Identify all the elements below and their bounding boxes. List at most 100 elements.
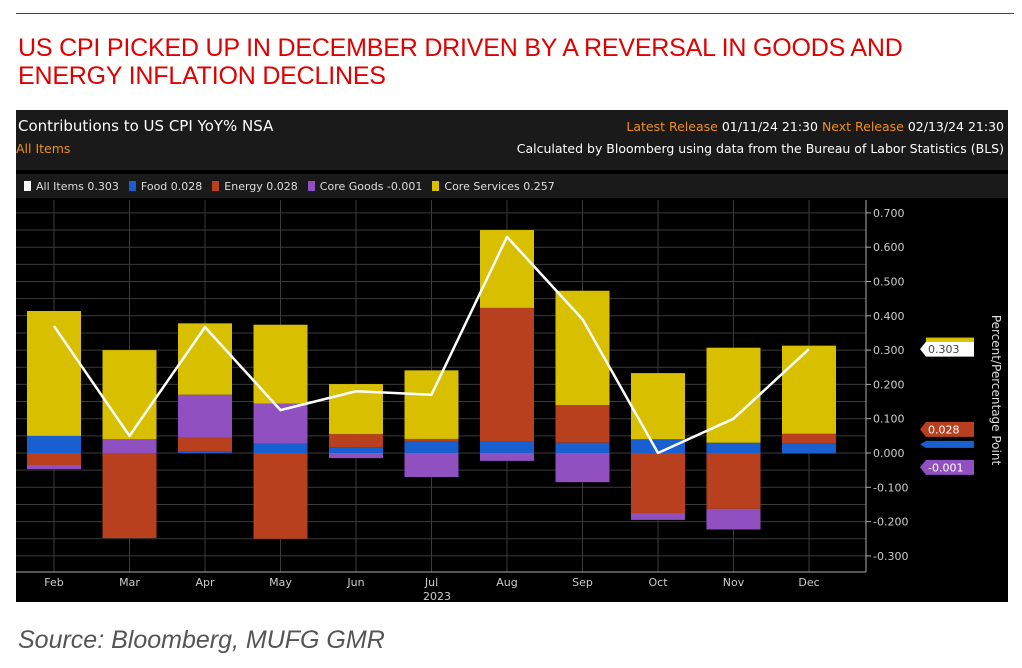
bar-energy — [706, 453, 761, 509]
bar-core-goods — [631, 513, 685, 520]
next-release-label: Next Release — [821, 119, 904, 134]
core-services-tag — [926, 337, 974, 342]
legend-label: Food 0.028 — [140, 179, 203, 193]
legend-item-core-goods: Core Goods -0.001 — [307, 179, 423, 193]
chart-subtitle: All Items — [16, 141, 71, 156]
last-value-tag — [920, 421, 974, 437]
legend-swatch — [128, 181, 136, 191]
legend-swatch — [24, 181, 31, 191]
y-tick-label: -0.100 — [873, 481, 908, 494]
y-tick-label: -0.300 — [873, 550, 908, 563]
bar-food — [178, 451, 232, 453]
bar-food — [480, 440, 534, 453]
y-tick-label: 0.600 — [873, 241, 905, 254]
legend: All Items 0.303 Food 0.028 Energy 0.028 … — [16, 174, 1008, 198]
bar-core-goods — [404, 453, 459, 478]
y-axis-label: Percent/Percentage Point — [989, 315, 1003, 466]
legend-item-food: Food 0.028 — [128, 179, 203, 193]
next-release-value: 02/13/24 21:30 — [907, 119, 1004, 134]
x-tick-label: Feb — [44, 576, 63, 589]
bar-core-services — [782, 345, 836, 434]
last-value-label: -0.001 — [928, 461, 963, 474]
last-value-tag — [920, 459, 974, 475]
bar-core-goods — [329, 453, 383, 459]
bar-core-goods — [706, 508, 761, 530]
bar-energy — [27, 453, 81, 466]
chart-title: Contributions to US CPI YoY% NSA — [18, 117, 274, 135]
bar-energy — [329, 434, 383, 448]
headline: US CPI PICKED UP IN DECEMBER DRIVEN BY A… — [18, 34, 903, 90]
bar-energy — [253, 453, 308, 539]
bar-food — [706, 442, 761, 453]
y-tick-label: -0.200 — [873, 516, 908, 529]
bar-food — [404, 440, 459, 453]
x-tick-label: Oct — [648, 576, 668, 589]
bar-food — [27, 435, 81, 453]
bar-core-services — [480, 230, 534, 308]
x-tick-label: Mar — [119, 576, 140, 589]
legend-item-all-items: All Items 0.303 — [24, 180, 119, 193]
x-tick-label: Apr — [195, 576, 215, 589]
y-tick-label: 0.000 — [873, 447, 905, 460]
legend-label: All Items 0.303 — [36, 179, 119, 193]
last-value-tag — [920, 341, 974, 357]
y-tick-label: 0.400 — [873, 310, 905, 323]
top-rule — [16, 13, 1014, 14]
bar-food — [631, 439, 685, 453]
bar-core-services — [253, 324, 308, 404]
bar-core-services — [555, 290, 610, 405]
x-tick-label: Aug — [496, 576, 517, 589]
y-tick-label: 0.500 — [873, 276, 905, 289]
chart-header: Contributions to US CPI YoY% NSA All Ite… — [16, 110, 1008, 170]
legend-item-core-services: Core Services 0.257 — [432, 179, 555, 193]
legend-label: Energy 0.028 — [224, 179, 298, 193]
bar-core-services — [404, 370, 459, 439]
x-tick-label: Dec — [798, 576, 819, 589]
last-value-tag — [920, 440, 974, 448]
x-axis-label: 2023 — [423, 590, 451, 602]
bar-energy — [782, 433, 836, 444]
bar-energy — [102, 453, 157, 539]
legend-swatch — [432, 181, 440, 191]
bar-energy — [480, 307, 534, 441]
bar-core-services — [631, 373, 685, 440]
latest-release-label: Latest Release — [626, 119, 718, 134]
bar-food — [329, 447, 383, 453]
bar-food — [555, 442, 610, 453]
release-info: Latest Release 01/11/24 21:30 Next Relea… — [626, 119, 1004, 134]
y-tick-label: 0.100 — [873, 413, 905, 426]
bar-energy — [555, 404, 610, 443]
legend-label: Core Goods -0.001 — [319, 179, 423, 193]
bar-core-goods — [27, 465, 81, 470]
x-tick-label: Jun — [346, 576, 364, 589]
x-tick-label: Sep — [572, 576, 593, 589]
bar-core-goods — [555, 453, 610, 483]
bar-energy — [631, 453, 685, 514]
x-tick-label: Jul — [424, 576, 438, 589]
bar-core-goods — [102, 439, 157, 453]
calc-note: Calculated by Bloomberg using data from … — [516, 141, 1004, 156]
bar-food — [253, 443, 308, 453]
latest-release-value: 01/11/24 21:30 — [721, 119, 818, 134]
y-tick-label: 0.700 — [873, 207, 905, 220]
x-tick-label: Nov — [723, 576, 745, 589]
legend-label: Core Services 0.257 — [444, 179, 555, 193]
bar-energy — [178, 437, 232, 452]
chart-panel: Contributions to US CPI YoY% NSA All Ite… — [16, 110, 1008, 602]
last-value-label: 0.028 — [928, 423, 960, 436]
y-tick-label: 0.300 — [873, 344, 905, 357]
bar-core-services — [27, 310, 81, 436]
legend-item-energy: Energy 0.028 — [212, 180, 298, 193]
bar-food — [782, 443, 836, 453]
bar-core-services — [178, 323, 232, 395]
legend-swatch — [212, 181, 220, 191]
y-tick-label: 0.200 — [873, 378, 905, 391]
last-value-label: 0.303 — [928, 343, 960, 356]
x-tick-label: May — [269, 576, 292, 589]
bar-energy — [404, 438, 459, 441]
bar-core-services — [102, 350, 157, 440]
chart-plot: Feb Mar Apr May Jun Jul Aug Sep Oct Nov Dec 2023 0.7… — [16, 200, 1003, 602]
bar-core-goods — [178, 394, 232, 438]
bar-core-goods — [480, 453, 534, 461]
source-note: Source: Bloomberg, MUFG GMR — [18, 626, 385, 654]
